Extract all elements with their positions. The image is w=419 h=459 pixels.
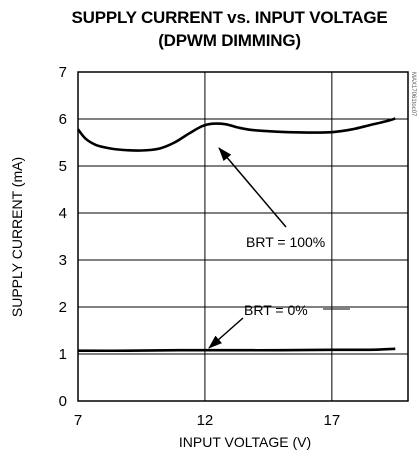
annotation-brt-0: BRT = 0% — [244, 302, 308, 318]
y-tick-label: 5 — [59, 158, 67, 175]
series-line-brt-0 — [77, 347, 396, 353]
x-tick-label: 17 — [324, 412, 341, 429]
y-tick-label: 3 — [59, 252, 67, 269]
x-tick-label: 12 — [197, 412, 214, 429]
arrow-brt-100 — [218, 147, 287, 228]
y-tick-label: 4 — [59, 205, 67, 222]
x-axis-label: INPUT VOLTAGE (V) — [179, 434, 311, 450]
annotations: BRT = 100% BRT = 0% — [208, 147, 350, 349]
y-tick-label: 6 — [59, 111, 67, 128]
series-layer — [76, 117, 396, 353]
y-tick-label: 1 — [59, 346, 67, 363]
annotation-brt-100: BRT = 100% — [246, 234, 325, 250]
y-tick-label: 0 — [59, 393, 67, 410]
series-line-brt-100 — [76, 117, 396, 152]
chart-subtitle: (DPWM DIMMING) — [158, 31, 301, 50]
grid — [78, 72, 408, 401]
plot-border — [77, 71, 409, 402]
y-tick-label: 2 — [59, 299, 67, 316]
plot-frame — [77, 71, 409, 402]
y-axis-label: SUPPLY CURRENT (mA) — [9, 157, 25, 317]
arrow-brt-0 — [208, 317, 244, 349]
y-tick-label: 7 — [59, 64, 67, 81]
watermark-text: MAX17061toc07 — [410, 72, 416, 117]
chart-title: SUPPLY CURRENT vs. INPUT VOLTAGE — [71, 8, 388, 27]
x-tick-label: 7 — [74, 412, 82, 429]
